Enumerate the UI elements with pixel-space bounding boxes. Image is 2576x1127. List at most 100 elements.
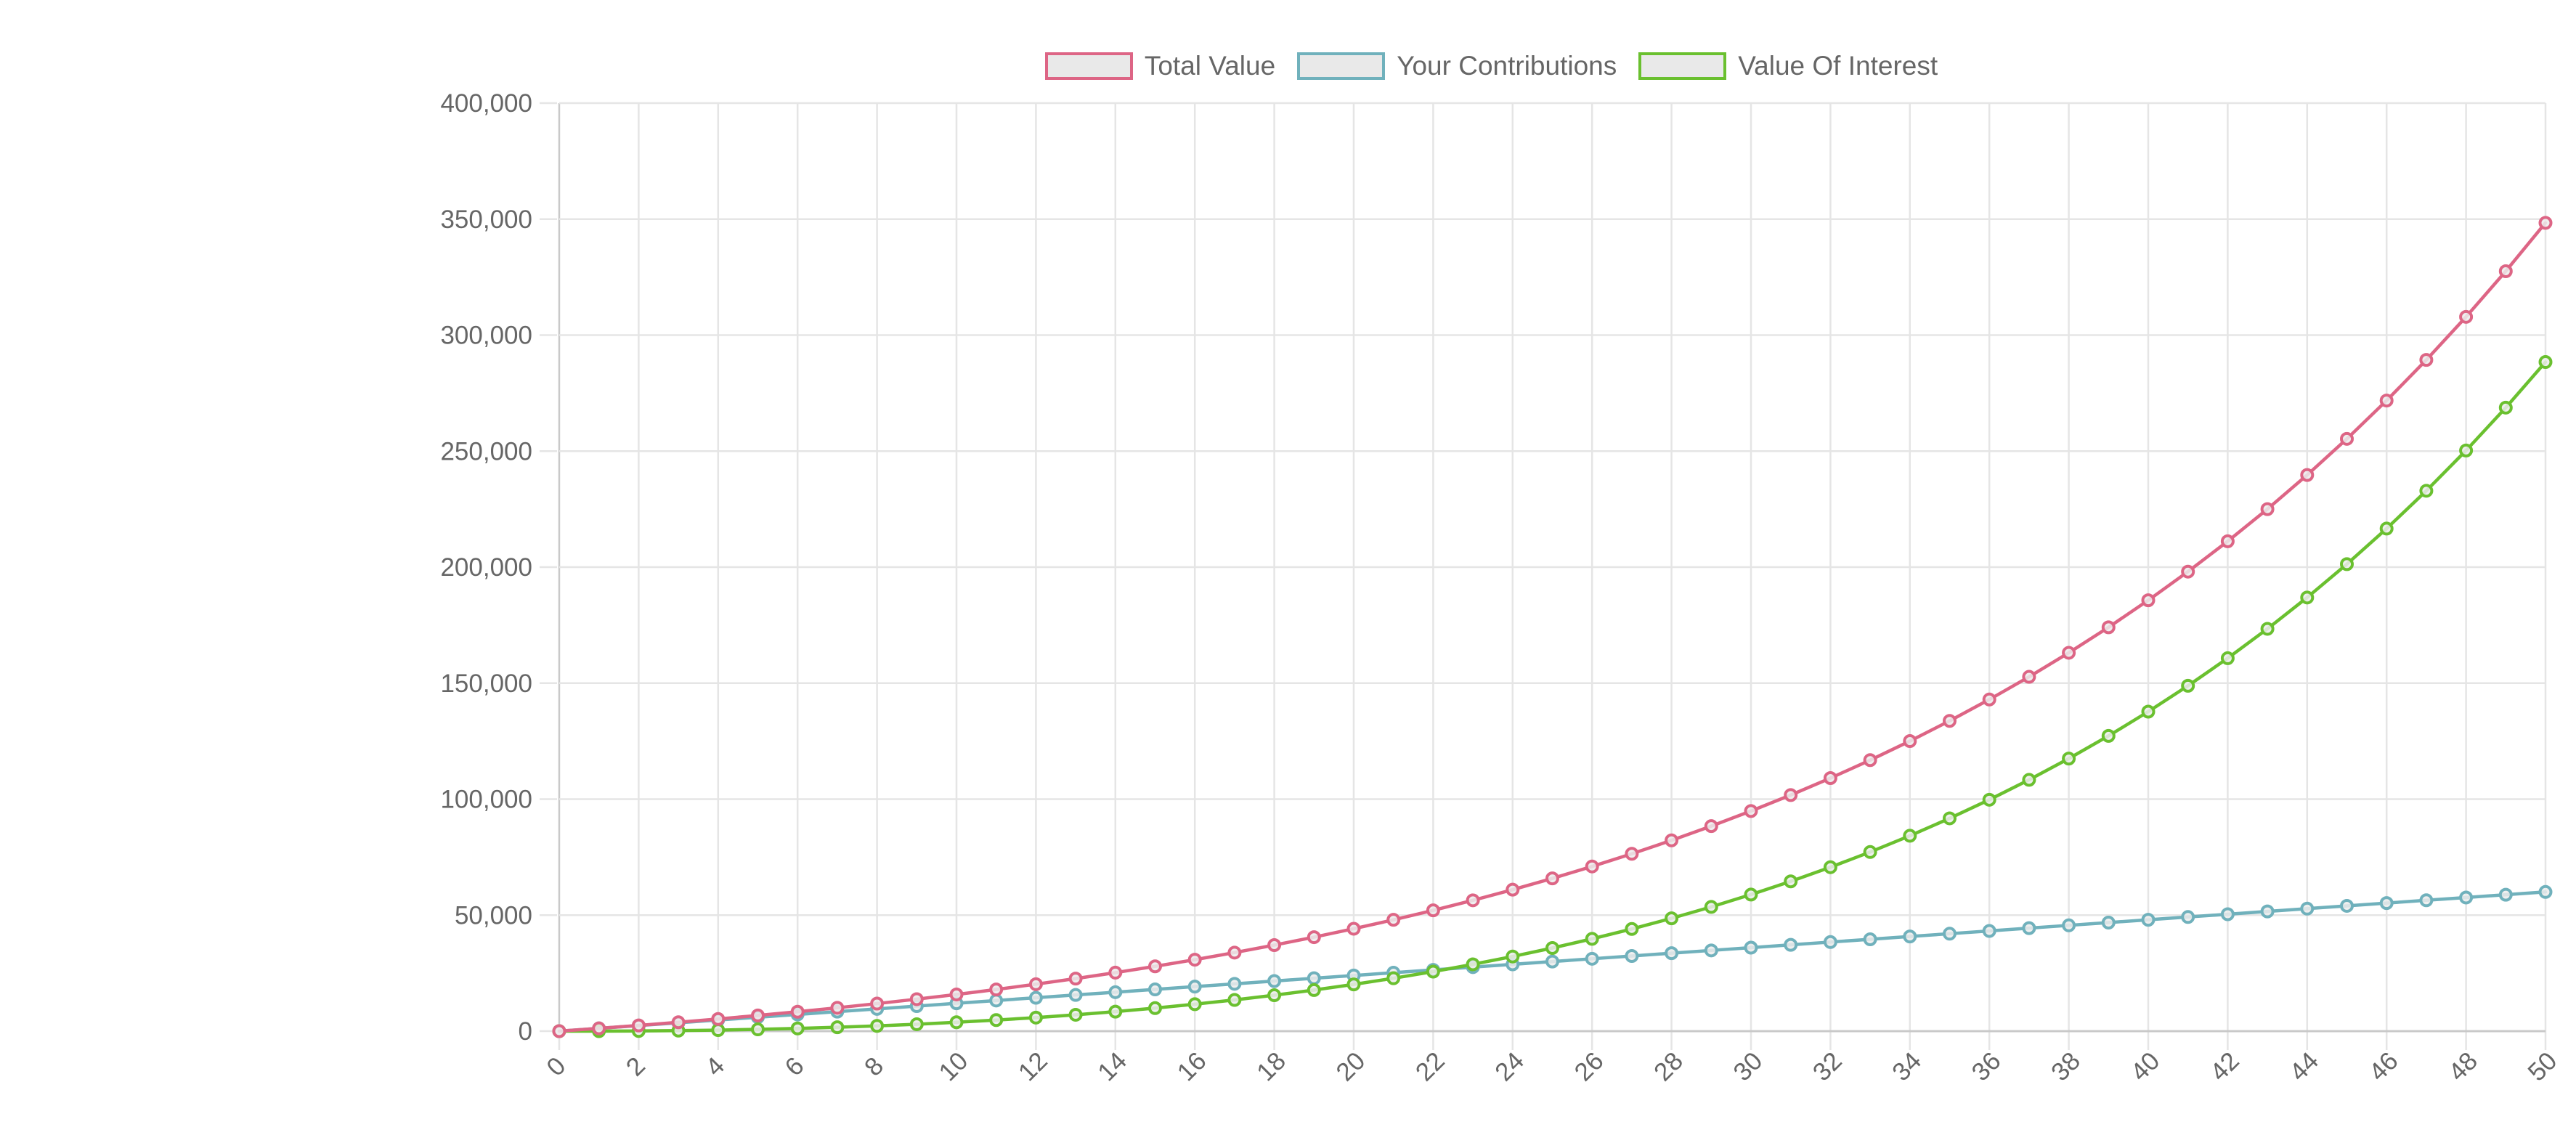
data-point-total-value[interactable] xyxy=(1784,788,1798,802)
data-point-your-contributions[interactable] xyxy=(2419,893,2434,908)
data-point-value-of-interest[interactable] xyxy=(1823,860,1837,874)
data-point-your-contributions[interactable] xyxy=(2538,884,2553,899)
data-point-your-contributions[interactable] xyxy=(2340,898,2354,913)
data-point-value-of-interest[interactable] xyxy=(1784,874,1798,889)
data-point-total-value[interactable] xyxy=(631,1018,646,1033)
data-point-total-value[interactable] xyxy=(2062,646,2076,660)
data-point-value-of-interest[interactable] xyxy=(1187,997,1202,1012)
data-point-your-contributions[interactable] xyxy=(1028,990,1043,1005)
data-point-value-of-interest[interactable] xyxy=(2181,678,2195,693)
data-point-value-of-interest[interactable] xyxy=(2498,400,2513,415)
data-point-total-value[interactable] xyxy=(751,1008,765,1022)
data-point-your-contributions[interactable] xyxy=(989,993,1004,1008)
data-point-value-of-interest[interactable] xyxy=(2379,521,2394,536)
data-point-total-value[interactable] xyxy=(2022,670,2036,684)
data-point-total-value[interactable] xyxy=(2459,309,2474,324)
data-point-total-value[interactable] xyxy=(1863,753,1877,768)
data-point-value-of-interest[interactable] xyxy=(1426,964,1440,979)
data-point-your-contributions[interactable] xyxy=(2062,918,2076,932)
data-point-your-contributions[interactable] xyxy=(1665,946,1679,961)
data-point-total-value[interactable] xyxy=(1625,847,1639,861)
data-point-total-value[interactable] xyxy=(1068,972,1083,986)
data-point-total-value[interactable] xyxy=(592,1021,606,1036)
data-point-your-contributions[interactable] xyxy=(1625,948,1639,963)
data-point-total-value[interactable] xyxy=(989,982,1004,997)
data-point-total-value[interactable] xyxy=(1585,859,1599,874)
legend-item-your-contributions[interactable]: Your Contributions xyxy=(1297,51,1617,81)
data-point-value-of-interest[interactable] xyxy=(1506,949,1520,964)
data-point-total-value[interactable] xyxy=(1227,945,1242,960)
data-point-your-contributions[interactable] xyxy=(1943,927,1957,941)
data-point-total-value[interactable] xyxy=(830,1001,845,1015)
data-point-value-of-interest[interactable] xyxy=(1903,829,1917,843)
data-point-total-value[interactable] xyxy=(1386,913,1401,927)
data-point-value-of-interest[interactable] xyxy=(1148,1001,1162,1015)
data-point-total-value[interactable] xyxy=(552,1024,566,1038)
data-point-total-value[interactable] xyxy=(2419,353,2434,367)
data-point-value-of-interest[interactable] xyxy=(790,1021,805,1036)
data-point-value-of-interest[interactable] xyxy=(1108,1004,1123,1019)
data-point-value-of-interest[interactable] xyxy=(1744,887,1758,902)
data-point-value-of-interest[interactable] xyxy=(1585,932,1599,946)
data-point-total-value[interactable] xyxy=(1426,903,1440,918)
data-point-total-value[interactable] xyxy=(2538,216,2553,230)
data-point-your-contributions[interactable] xyxy=(1784,937,1798,952)
data-point-total-value[interactable] xyxy=(1506,882,1520,897)
data-point-your-contributions[interactable] xyxy=(1227,977,1242,991)
data-point-your-contributions[interactable] xyxy=(2181,910,2195,924)
data-point-value-of-interest[interactable] xyxy=(711,1023,726,1038)
data-point-your-contributions[interactable] xyxy=(2141,913,2156,927)
data-point-value-of-interest[interactable] xyxy=(1307,982,1321,997)
data-point-total-value[interactable] xyxy=(1744,804,1758,818)
data-point-total-value[interactable] xyxy=(1466,893,1480,908)
data-point-total-value[interactable] xyxy=(2340,431,2354,446)
data-point-value-of-interest[interactable] xyxy=(2419,484,2434,498)
data-point-total-value[interactable] xyxy=(2220,534,2235,548)
data-point-your-contributions[interactable] xyxy=(1307,971,1321,985)
data-point-value-of-interest[interactable] xyxy=(1545,941,1559,956)
data-point-total-value[interactable] xyxy=(1823,771,1837,786)
data-point-total-value[interactable] xyxy=(1267,938,1282,953)
data-point-total-value[interactable] xyxy=(870,996,885,1011)
data-point-your-contributions[interactable] xyxy=(1187,980,1202,994)
data-point-value-of-interest[interactable] xyxy=(1227,993,1242,1007)
data-point-value-of-interest[interactable] xyxy=(1943,811,1957,826)
legend-item-value-of-interest[interactable]: Value Of Interest xyxy=(1638,51,1938,81)
data-point-total-value[interactable] xyxy=(1148,959,1162,974)
data-point-total-value[interactable] xyxy=(2498,264,2513,278)
data-point-value-of-interest[interactable] xyxy=(2300,590,2315,605)
data-point-total-value[interactable] xyxy=(2300,468,2315,482)
data-point-your-contributions[interactable] xyxy=(2101,915,2116,929)
data-point-total-value[interactable] xyxy=(2260,502,2275,516)
data-point-your-contributions[interactable] xyxy=(2220,907,2235,921)
data-point-total-value[interactable] xyxy=(2101,620,2116,635)
data-point-your-contributions[interactable] xyxy=(1545,954,1559,969)
data-point-value-of-interest[interactable] xyxy=(949,1015,964,1030)
data-point-value-of-interest[interactable] xyxy=(2340,557,2354,571)
data-point-value-of-interest[interactable] xyxy=(1346,977,1361,992)
data-point-value-of-interest[interactable] xyxy=(2141,704,2156,719)
data-point-total-value[interactable] xyxy=(909,992,924,1006)
data-point-value-of-interest[interactable] xyxy=(870,1019,885,1033)
data-point-value-of-interest[interactable] xyxy=(989,1013,1004,1028)
data-point-value-of-interest[interactable] xyxy=(2220,651,2235,665)
data-point-total-value[interactable] xyxy=(1028,977,1043,991)
data-point-value-of-interest[interactable] xyxy=(2022,773,2036,787)
data-point-value-of-interest[interactable] xyxy=(1625,921,1639,936)
data-point-value-of-interest[interactable] xyxy=(1028,1010,1043,1025)
data-point-value-of-interest[interactable] xyxy=(1704,900,1718,914)
data-point-your-contributions[interactable] xyxy=(1108,985,1123,999)
data-point-value-of-interest[interactable] xyxy=(2062,752,2076,766)
data-point-value-of-interest[interactable] xyxy=(1665,911,1679,926)
data-point-your-contributions[interactable] xyxy=(2379,896,2394,911)
data-point-total-value[interactable] xyxy=(2181,564,2195,579)
data-point-your-contributions[interactable] xyxy=(2300,901,2315,916)
data-point-total-value[interactable] xyxy=(1108,965,1123,980)
data-point-total-value[interactable] xyxy=(1665,833,1679,847)
data-point-your-contributions[interactable] xyxy=(1863,932,1877,946)
data-point-your-contributions[interactable] xyxy=(1585,951,1599,966)
data-point-total-value[interactable] xyxy=(671,1015,686,1030)
data-point-value-of-interest[interactable] xyxy=(751,1022,765,1037)
data-point-your-contributions[interactable] xyxy=(2498,887,2513,902)
data-point-value-of-interest[interactable] xyxy=(2101,728,2116,743)
